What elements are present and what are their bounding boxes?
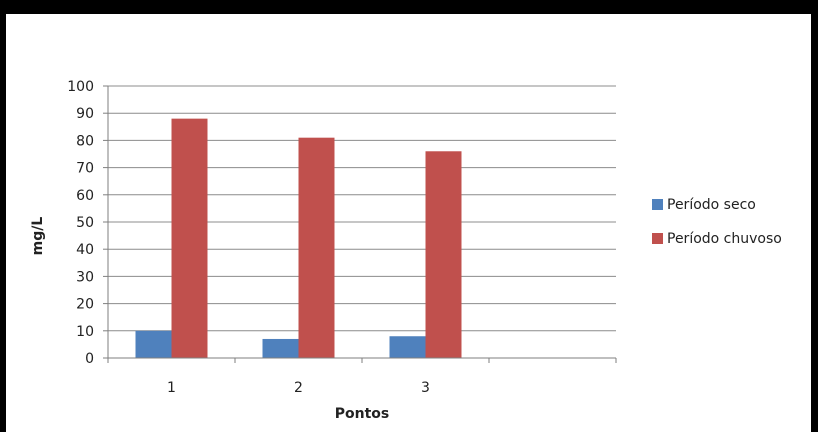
x-tick-label: 3 — [421, 380, 430, 396]
x-tick-label: 2 — [294, 380, 303, 396]
y-tick-label: 40 — [76, 242, 94, 258]
axes — [103, 85, 617, 363]
legend: Período seco Período chuvoso — [652, 197, 782, 247]
frame-right-border — [811, 0, 818, 432]
legend-swatch — [652, 233, 663, 244]
y-tick-label: 50 — [76, 215, 94, 231]
x-tick-label: 1 — [167, 380, 176, 396]
y-tick-label: 100 — [67, 79, 94, 95]
y-tick-label: 0 — [85, 351, 94, 367]
bar-periodo-chuvoso-3 — [425, 151, 462, 358]
bar-periodo-seco-2 — [262, 338, 299, 358]
y-axis-title: mg/L — [30, 217, 46, 256]
y-tick-label: 80 — [76, 133, 94, 149]
x-tick-labels: 1 2 3 — [167, 380, 430, 396]
y-tick-label: 90 — [76, 106, 94, 122]
frame-top-border — [0, 0, 818, 14]
x-axis-title: Pontos — [335, 406, 390, 422]
y-tick-label: 70 — [76, 161, 94, 177]
legend-label: Período seco — [667, 197, 756, 213]
y-tick-label: 60 — [76, 188, 94, 204]
frame-left-border — [0, 0, 6, 432]
legend-swatch — [652, 199, 663, 210]
y-tick-label: 30 — [76, 269, 94, 285]
y-tick-label: 10 — [76, 324, 94, 340]
bars — [135, 118, 462, 358]
bar-periodo-chuvoso-2 — [298, 137, 335, 358]
y-tick-label: 20 — [76, 297, 94, 313]
bar-periodo-seco-3 — [389, 336, 426, 358]
bar-periodo-chuvoso-1 — [171, 118, 208, 358]
legend-label: Período chuvoso — [667, 231, 782, 247]
y-tick-labels: 0 10 20 30 40 50 60 70 80 90 100 — [67, 79, 94, 367]
bar-periodo-seco-1 — [135, 330, 172, 358]
